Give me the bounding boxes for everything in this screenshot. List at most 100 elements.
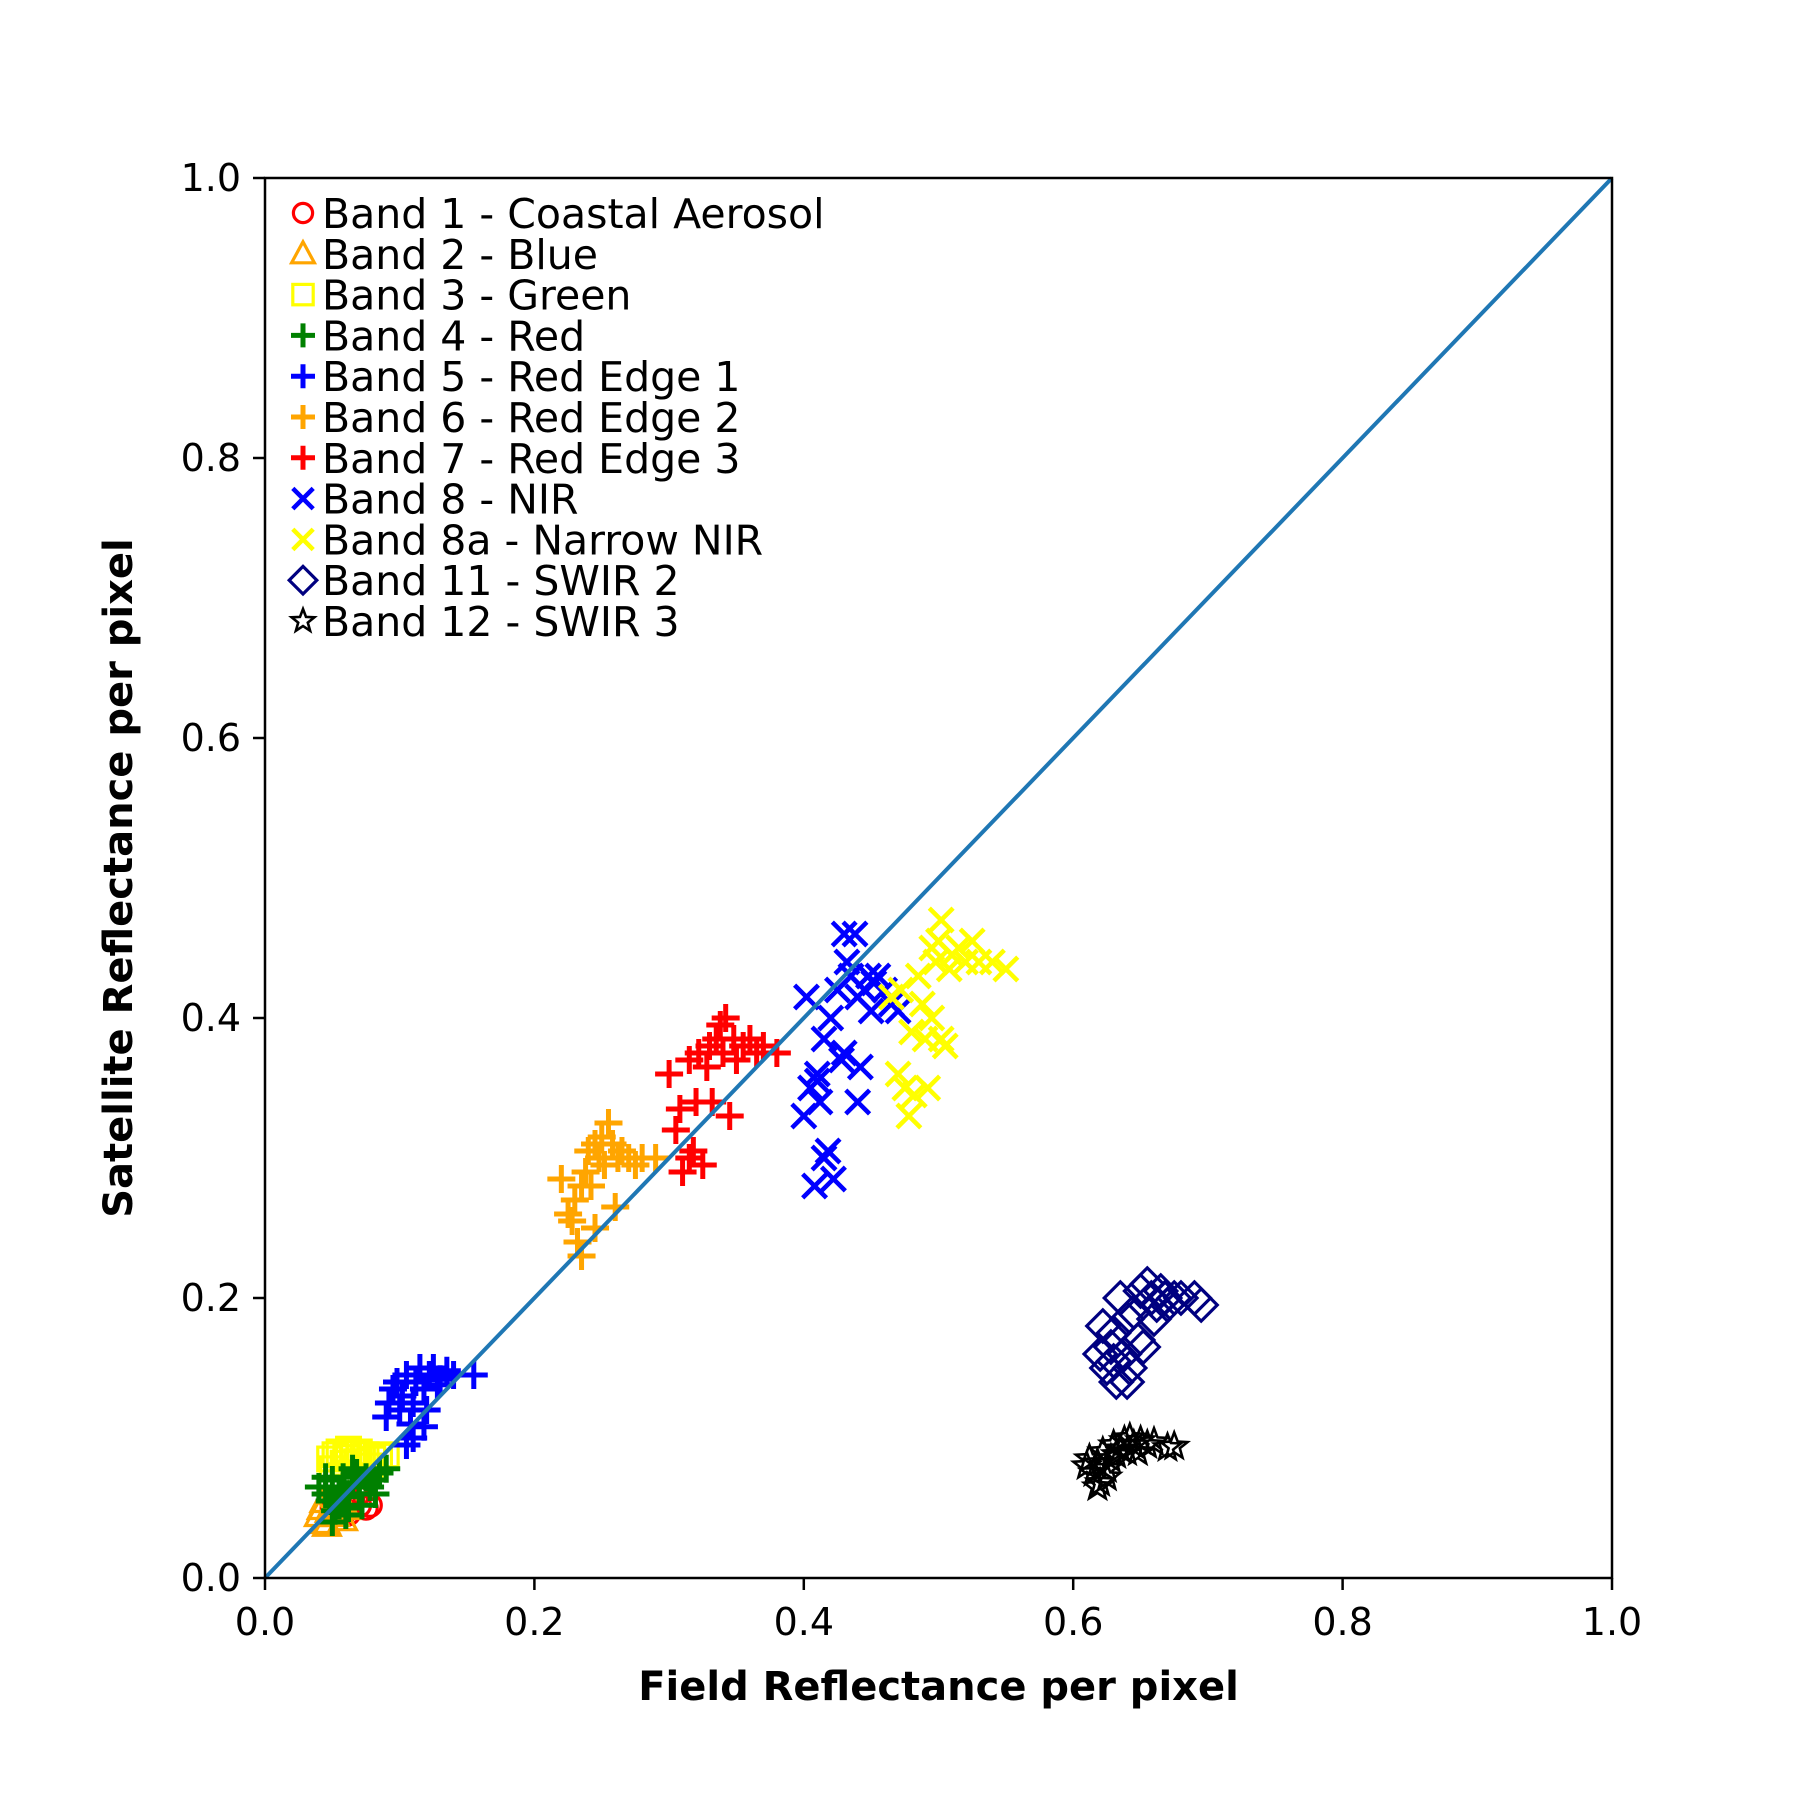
legend-item: Band 6 - Red Edge 2 bbox=[291, 394, 740, 442]
legend-label: Band 1 - Coastal Aerosol bbox=[322, 190, 825, 238]
data-point bbox=[665, 1095, 694, 1123]
data-point bbox=[335, 1435, 363, 1463]
data-point bbox=[338, 1454, 367, 1483]
data-point bbox=[1112, 1420, 1147, 1453]
data-point bbox=[958, 927, 986, 955]
x-tick-label: 0.2 bbox=[504, 1600, 564, 1644]
data-point bbox=[810, 1025, 838, 1053]
legend-item: Band 8 - NIR bbox=[291, 476, 579, 524]
data-point bbox=[931, 1032, 959, 1060]
data-point bbox=[1162, 1279, 1200, 1317]
data-point bbox=[819, 1165, 847, 1193]
data-point bbox=[547, 1165, 576, 1193]
data-point bbox=[978, 948, 1006, 976]
data-point bbox=[828, 1046, 856, 1074]
data-point bbox=[918, 934, 946, 962]
data-point bbox=[887, 976, 915, 1004]
series-4 bbox=[304, 1454, 401, 1536]
data-point bbox=[803, 1060, 831, 1088]
legend-marker bbox=[291, 486, 315, 511]
legend-item: Band 11 - SWIR 2 bbox=[286, 557, 680, 605]
series-5 bbox=[372, 1354, 488, 1459]
x-tick-label: 0.0 bbox=[235, 1600, 295, 1644]
legend-item: Band 2 - Blue bbox=[288, 231, 598, 279]
legend-label: Band 3 - Green bbox=[322, 272, 631, 320]
data-point bbox=[641, 1144, 670, 1172]
data-point bbox=[392, 1431, 421, 1459]
series-10 bbox=[1081, 1265, 1220, 1401]
data-point bbox=[884, 1060, 912, 1088]
y-tick-label: 0.0 bbox=[181, 1556, 241, 1600]
x-tick-label: 0.8 bbox=[1312, 1600, 1372, 1644]
data-point bbox=[409, 1375, 438, 1403]
legend-label: Band 12 - SWIR 3 bbox=[322, 598, 680, 646]
legend-marker bbox=[291, 445, 315, 470]
data-point bbox=[372, 1454, 401, 1483]
identity-line bbox=[263, 176, 1614, 1580]
data-point bbox=[459, 1361, 488, 1389]
data-point bbox=[895, 1102, 923, 1130]
legend-label: Band 11 - SWIR 2 bbox=[322, 557, 680, 605]
data-point bbox=[1097, 1363, 1135, 1401]
data-point bbox=[668, 1158, 697, 1186]
legend-marker bbox=[286, 564, 320, 597]
data-point bbox=[1137, 1424, 1171, 1457]
legend-marker bbox=[291, 527, 315, 552]
data-point bbox=[1124, 1328, 1162, 1366]
data-point bbox=[361, 1480, 390, 1508]
legend-item: Band 8a - Narrow NIR bbox=[291, 516, 763, 564]
data-point bbox=[331, 1501, 360, 1529]
data-point bbox=[927, 906, 955, 934]
legend-marker bbox=[291, 323, 315, 348]
legend-label: Band 6 - Red Edge 2 bbox=[322, 394, 740, 442]
data-point bbox=[898, 1018, 926, 1046]
series-8 bbox=[790, 920, 912, 1200]
y-tick-label: 1.0 bbox=[181, 156, 241, 200]
legend-item: Band 1 - Coastal Aerosol bbox=[291, 190, 825, 238]
data-point bbox=[992, 955, 1020, 983]
legend-marker bbox=[291, 405, 315, 429]
data-point bbox=[904, 962, 932, 990]
x-tick-label: 0.4 bbox=[774, 1600, 834, 1644]
data-point bbox=[918, 1004, 946, 1032]
data-point bbox=[1108, 1363, 1146, 1401]
legend-marker bbox=[291, 201, 315, 225]
y-tick-label: 0.8 bbox=[181, 436, 241, 480]
data-point bbox=[830, 1039, 858, 1067]
data-point bbox=[661, 1116, 690, 1144]
data-point bbox=[567, 1172, 596, 1200]
data-point bbox=[810, 1144, 838, 1172]
data-point bbox=[1157, 1428, 1192, 1461]
data-point bbox=[311, 1463, 340, 1492]
legend-item: Band 12 - SWIR 3 bbox=[288, 598, 680, 646]
legend-marker bbox=[291, 364, 315, 389]
legend-label: Band 8 - NIR bbox=[322, 476, 579, 524]
data-point bbox=[594, 1109, 623, 1137]
data-point bbox=[817, 1004, 845, 1032]
data-point bbox=[560, 1186, 589, 1214]
data-point bbox=[1090, 1459, 1124, 1492]
x-tick-label: 1.0 bbox=[1582, 1600, 1642, 1644]
data-point bbox=[1146, 1279, 1184, 1317]
legend-item: Band 5 - Red Edge 1 bbox=[291, 353, 740, 401]
legend-label: Band 5 - Red Edge 1 bbox=[322, 353, 740, 401]
legend-item: Band 7 - Red Edge 3 bbox=[291, 435, 740, 483]
data-point bbox=[432, 1356, 461, 1385]
data-marks bbox=[302, 906, 1220, 1537]
legend-marker bbox=[288, 605, 318, 634]
data-point bbox=[692, 1053, 721, 1081]
data-point bbox=[857, 997, 885, 1025]
data-point bbox=[571, 1158, 600, 1186]
series-9 bbox=[877, 906, 1020, 1130]
data-point bbox=[864, 962, 892, 990]
legend-label: Band 2 - Blue bbox=[322, 231, 598, 279]
data-point bbox=[722, 1046, 751, 1074]
data-point bbox=[841, 920, 869, 948]
plot-frame bbox=[263, 176, 1614, 1580]
data-point bbox=[914, 1074, 942, 1102]
data-point bbox=[1111, 1349, 1149, 1387]
axis-ticks: 0.0 0.2 0.4 0.6 0.8 1.0 0.0 0.2 0.4 0.6 0.8 1.0 bbox=[181, 156, 1643, 1644]
